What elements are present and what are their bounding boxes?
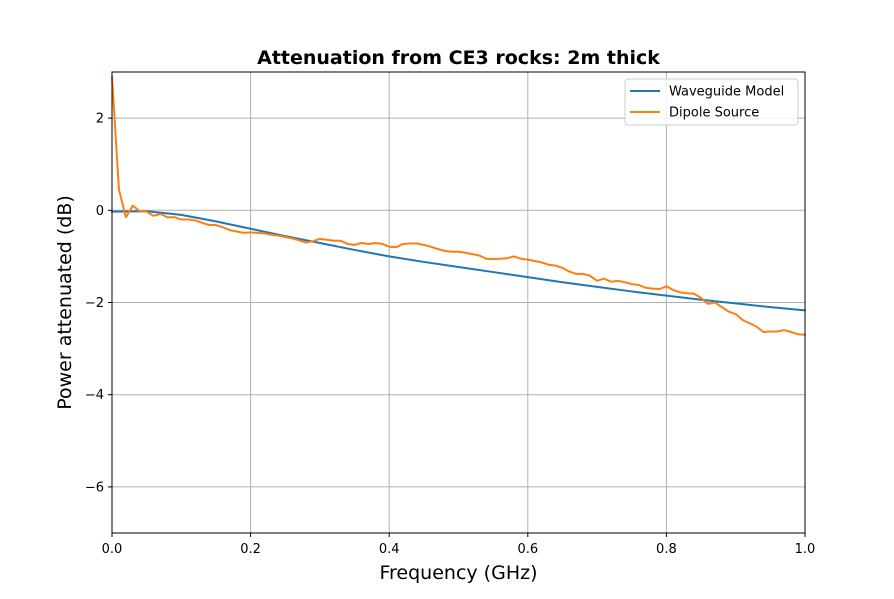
y-tick-label: −2 (85, 296, 104, 311)
y-axis-label: Power attenuated (dB) (54, 195, 76, 410)
y-tick-label: 2 (96, 112, 104, 127)
axis-ticks: 0.0 0.2 0.4 0.6 0.8 1.0 −6 −4 −2 0 2 (85, 112, 816, 557)
x-tick-label: 1.0 (795, 542, 816, 557)
legend-box (624, 78, 799, 126)
x-tick-label: 0.0 (102, 542, 123, 557)
x-tick-label: 0.6 (517, 542, 538, 557)
legend-label-waveguide-model: Waveguide Model (669, 85, 784, 100)
x-tick-label: 0.8 (656, 542, 677, 557)
x-tick-label: 0.4 (379, 542, 400, 557)
y-tick-label: −6 (85, 480, 104, 495)
x-axis-label: Frequency (GHz) (379, 562, 537, 584)
y-tick-label: 0 (96, 204, 104, 219)
legend-label-dipole-source: Dipole Source (669, 106, 759, 121)
x-tick-label: 0.2 (240, 542, 261, 557)
y-tick-label: −4 (85, 388, 104, 403)
series-line-dipole-source (111, 75, 806, 336)
series-lines (111, 75, 806, 336)
chart-title: Attenuation from CE3 rocks: 2m thick (257, 47, 660, 69)
legend: Waveguide Model Dipole Source (624, 78, 799, 126)
series-line-waveguide-model (111, 210, 806, 312)
